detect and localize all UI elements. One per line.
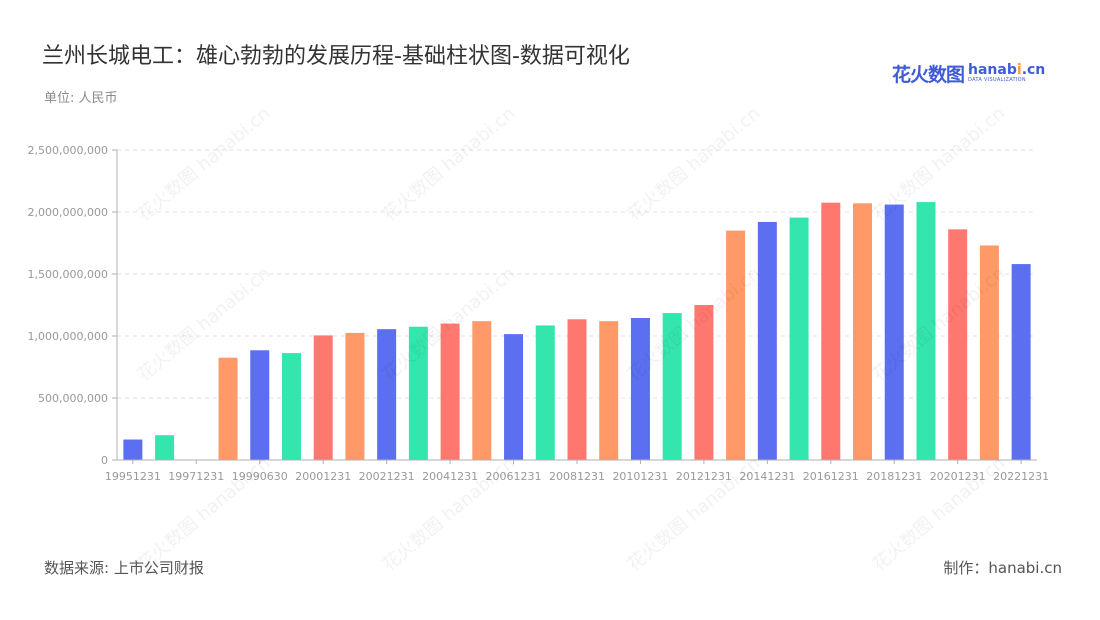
y-tick-label: 2,500,000,000 — [28, 144, 108, 157]
x-tick-label: 20101231 — [612, 470, 668, 483]
bar-20221231 — [1011, 264, 1031, 460]
bar-20001231 — [313, 335, 333, 460]
bar-20071231 — [535, 325, 555, 460]
y-tick-label: 0 — [101, 454, 108, 467]
logo-cn-text: 花火数图 — [892, 63, 965, 86]
bar-20041231 — [440, 323, 460, 460]
bar-20091231 — [599, 321, 619, 460]
x-tick-label: 20061231 — [486, 470, 542, 483]
bar-20081231 — [567, 319, 587, 460]
chart-title: 兰州长城电工：雄心勃勃的发展历程-基础柱状图-数据可视化 — [42, 44, 630, 69]
x-tick-label: 19951231 — [105, 470, 161, 483]
x-tick-label: 20201231 — [930, 470, 986, 483]
x-tick-label: 20081231 — [549, 470, 605, 483]
bar-20021231 — [377, 329, 397, 460]
bar-19951231 — [123, 439, 143, 460]
y-tick-label: 1,000,000,000 — [28, 330, 108, 343]
x-tick-label: 20041231 — [422, 470, 478, 483]
bar-20201231 — [948, 229, 968, 460]
bar-19961231 — [155, 435, 175, 460]
bar-19981231 — [218, 357, 238, 460]
bar-20211231 — [979, 245, 999, 460]
bar-20141231 — [757, 221, 777, 460]
x-tick-label: 20181231 — [866, 470, 922, 483]
x-tick-label: 20221231 — [993, 470, 1049, 483]
logo-right: hanabi.cn DATA VISUALIZATION — [968, 63, 1045, 83]
bar-20161231 — [821, 202, 841, 460]
bar-20051231 — [472, 321, 492, 460]
y-tick-label: 2,000,000,000 — [28, 206, 108, 219]
unit-label: 单位: 人民币 — [44, 91, 118, 106]
bar-20011231 — [345, 332, 365, 460]
bar-20181231 — [884, 204, 904, 460]
logo-en-text: hanabi.cn — [968, 62, 1046, 78]
bar-20111231 — [662, 313, 682, 460]
brand-logo: 花火数图 hanabi.cn DATA VISUALIZATION — [892, 60, 1045, 86]
x-tick-label: 20001231 — [295, 470, 351, 483]
x-tick-label: 19990630 — [232, 470, 288, 483]
x-tick-label: 20141231 — [739, 470, 795, 483]
bar-20121231 — [694, 305, 714, 460]
bar-20031231 — [408, 326, 428, 460]
bar-19990630 — [250, 350, 270, 460]
bar-19991231 — [281, 353, 301, 460]
maker-credit: 制作：hanabi.cn — [943, 559, 1062, 577]
logo-subtitle: DATA VISUALIZATION — [968, 77, 1026, 83]
bar-20101231 — [630, 318, 650, 460]
x-tick-label: 20161231 — [803, 470, 859, 483]
y-tick-label: 500,000,000 — [38, 392, 108, 405]
bar-20061231 — [504, 334, 524, 460]
bar-20131231 — [726, 230, 746, 460]
bar-20171231 — [853, 203, 873, 460]
bar-20151231 — [789, 217, 809, 460]
bar-20191231 — [916, 202, 936, 460]
x-tick-label: 19971231 — [168, 470, 224, 483]
y-tick-label: 1,500,000,000 — [28, 268, 108, 281]
x-tick-label: 20121231 — [676, 470, 732, 483]
x-tick-label: 20021231 — [359, 470, 415, 483]
data-source: 数据来源: 上市公司财报 — [44, 559, 204, 577]
